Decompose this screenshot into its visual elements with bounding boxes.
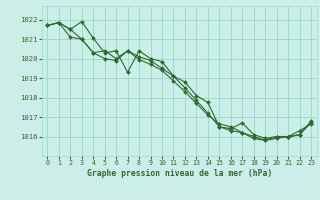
- X-axis label: Graphe pression niveau de la mer (hPa): Graphe pression niveau de la mer (hPa): [87, 169, 272, 178]
